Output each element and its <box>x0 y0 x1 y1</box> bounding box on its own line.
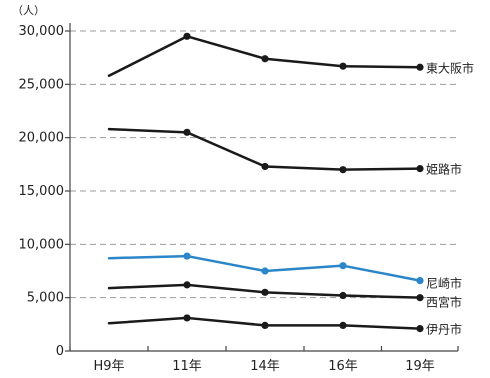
data-point <box>339 321 347 329</box>
data-point <box>416 277 424 285</box>
y-tick-label: 15,000 <box>19 184 65 199</box>
data-point <box>416 165 424 173</box>
data-point <box>261 288 269 296</box>
y-tick-label: 30,000 <box>19 24 65 39</box>
data-point <box>183 128 191 136</box>
y-tick-label: 0 <box>56 344 64 359</box>
data-point <box>183 314 191 322</box>
series-label: 東大阪市 <box>426 60 474 75</box>
data-point <box>261 267 269 275</box>
data-point <box>183 252 191 260</box>
series-label: 尼崎市 <box>426 276 462 291</box>
series-label: 伊丹市 <box>426 322 462 337</box>
x-tick-label: 19年 <box>405 359 435 374</box>
y-tick-label: 20,000 <box>19 131 65 146</box>
data-point <box>339 291 347 300</box>
data-point <box>339 166 347 174</box>
data-point <box>416 325 424 333</box>
data-point <box>339 62 347 70</box>
data-point <box>183 281 191 289</box>
data-point <box>183 32 191 40</box>
y-tick-label: 5,000 <box>27 291 64 306</box>
x-tick-label: 14年 <box>250 359 280 374</box>
data-point <box>339 262 347 270</box>
data-point <box>261 162 269 171</box>
data-point <box>416 294 424 302</box>
data-point <box>261 55 269 63</box>
y-axis-unit-label: （人） <box>12 4 45 17</box>
x-tick-label: H9年 <box>93 359 124 374</box>
x-tick-label: 11年 <box>172 359 202 374</box>
series-label: 西宮市 <box>426 295 462 310</box>
y-tick-label: 10,000 <box>19 237 65 252</box>
x-tick-label: 16年 <box>328 359 358 374</box>
data-point <box>416 63 424 71</box>
data-point <box>261 321 269 329</box>
y-tick-label: 25,000 <box>19 77 65 92</box>
axis-layer: 0 5,000 10,000 15,000 20,000 25,000 30,000 H9年 1… <box>19 23 459 374</box>
series-label: 姫路市 <box>426 162 462 177</box>
